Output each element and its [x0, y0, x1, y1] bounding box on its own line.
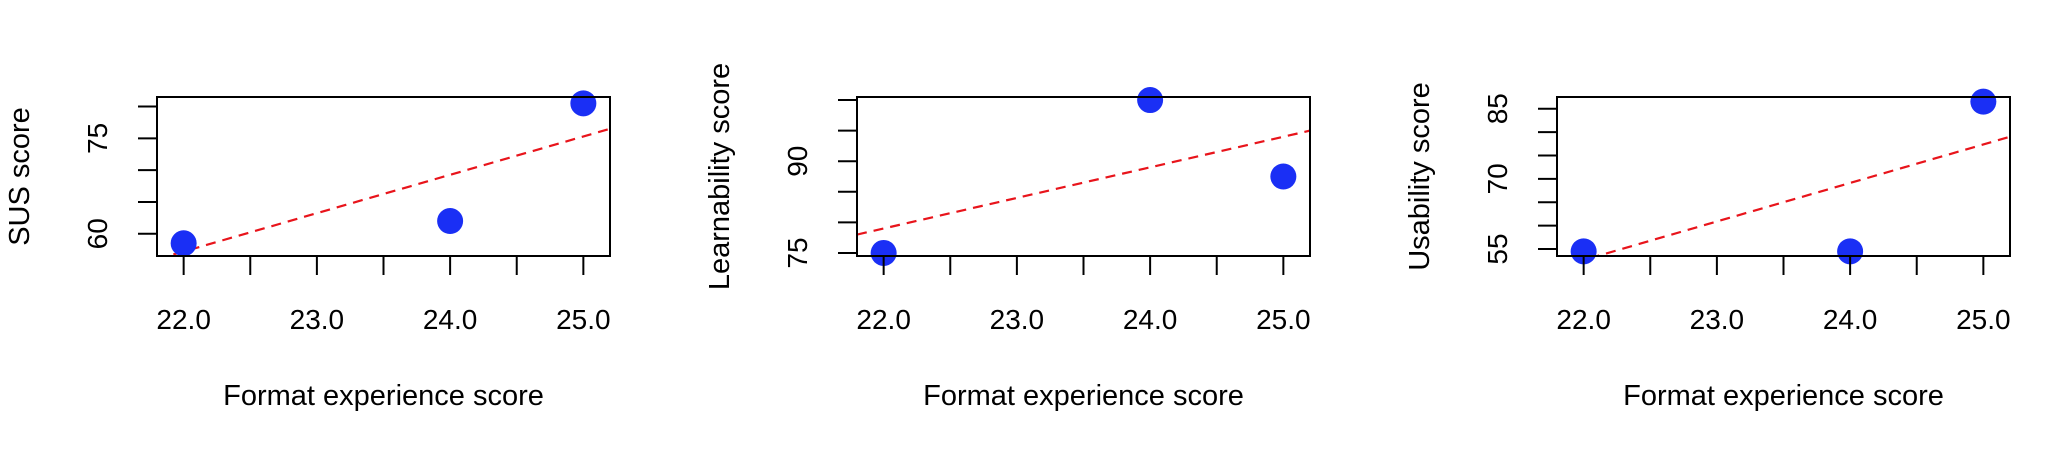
x-tick-label: 23.0 — [990, 304, 1045, 335]
x-tick-label: 25.0 — [1256, 304, 1311, 335]
data-point — [1837, 238, 1864, 265]
x-axis-label: Format experience score — [1623, 380, 1944, 412]
x-tick-label: 23.0 — [290, 304, 345, 335]
plot-frame — [856, 96, 1311, 257]
fit-line — [164, 127, 610, 256]
chart-panel-2: 22.0 23.0 24.0 25.0 75 90 Format experience sc… — [704, 63, 1311, 412]
y-tick-label: 85 — [1482, 93, 1513, 124]
x-tick-label: 24.0 — [1123, 304, 1178, 335]
y-tick-label: 90 — [782, 146, 813, 177]
chart-panel-1: 22.0 23.0 24.0 25.0 60 75 Format experience sc… — [4, 90, 611, 412]
data-point — [437, 208, 464, 235]
x-tick-label: 24.0 — [1823, 304, 1878, 335]
data-point — [870, 239, 897, 266]
x-axis-label: Format experience score — [223, 380, 544, 412]
data-point — [1970, 88, 1997, 115]
y-axis-label: SUS score — [4, 107, 36, 246]
y-tick-label: 60 — [82, 218, 113, 249]
x-tick-label: 22.0 — [1556, 304, 1611, 335]
y-axis-label: Learnability score — [704, 63, 736, 290]
data-point — [1270, 163, 1297, 190]
y-tick-label: 55 — [1482, 233, 1513, 264]
x-tick-label: 22.0 — [856, 304, 911, 335]
x-tick-label: 24.0 — [423, 304, 478, 335]
x-tick-label: 25.0 — [1956, 304, 2011, 335]
fit-line — [1593, 135, 2010, 256]
x-tick-label: 22.0 — [156, 304, 211, 335]
y-tick-label: 75 — [82, 123, 113, 154]
y-tick-label: 75 — [782, 237, 813, 268]
data-point — [1137, 87, 1164, 114]
plot-frame — [1556, 96, 2011, 257]
plot-frame — [156, 96, 611, 257]
y-axis-label: Usability score — [1404, 82, 1436, 271]
fit-line — [857, 129, 1310, 236]
data-point — [1570, 238, 1597, 265]
chart-panel-3: 22.0 23.0 24.0 25.0 55 70 85 Format experience … — [1404, 82, 2011, 412]
x-tick-label: 25.0 — [556, 304, 611, 335]
x-axis-label: Format experience score — [923, 380, 1244, 412]
x-tick-label: 23.0 — [1690, 304, 1745, 335]
data-point — [170, 230, 197, 257]
y-tick-label: 70 — [1482, 163, 1513, 194]
data-point — [570, 90, 597, 117]
